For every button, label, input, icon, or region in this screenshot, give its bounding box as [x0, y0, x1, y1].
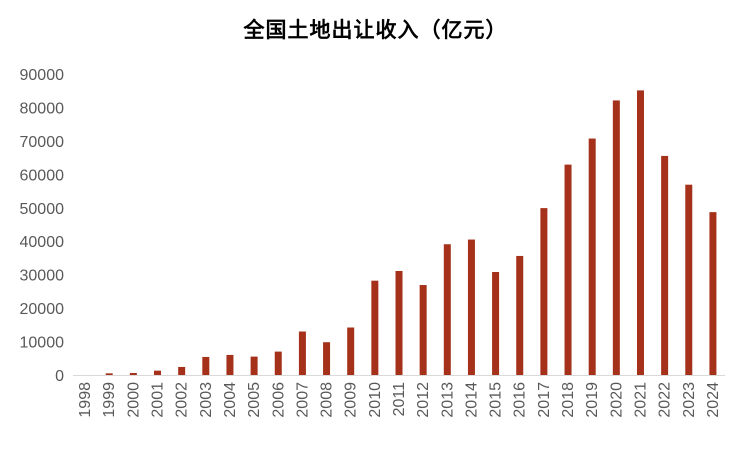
x-tick-label: 2001 — [150, 382, 167, 418]
x-tick-label: 2009 — [343, 382, 360, 418]
bar-2019 — [588, 138, 596, 375]
y-tick-label: 20000 — [20, 301, 65, 318]
bar-2016 — [516, 255, 524, 375]
bar-2015 — [492, 271, 500, 375]
bar-2017 — [540, 208, 548, 375]
x-tick-label: 2000 — [125, 382, 142, 418]
bar-2020 — [612, 100, 620, 376]
chart-title: 全国土地出让收入（亿元） — [243, 17, 508, 42]
y-tick-label: 50000 — [20, 201, 65, 218]
x-tick-label: 2015 — [488, 382, 505, 418]
bar-2011 — [395, 270, 403, 375]
y-tick-label: 80000 — [20, 100, 65, 117]
bar-2010 — [371, 280, 379, 375]
x-tick-label: 2010 — [367, 382, 384, 418]
bar-2008 — [323, 342, 331, 375]
bar-2007 — [298, 331, 306, 375]
x-tick-label: 2012 — [415, 382, 432, 418]
x-tick-label: 2005 — [246, 382, 263, 418]
x-tick-label: 2022 — [657, 382, 674, 418]
y-tick-label: 40000 — [20, 234, 65, 251]
bar-2003 — [202, 356, 210, 375]
y-tick-label: 60000 — [20, 167, 65, 184]
bar-2002 — [178, 366, 186, 375]
x-tick-label: 1998 — [77, 382, 94, 418]
x-tick-label: 2008 — [319, 382, 336, 418]
bars — [105, 90, 717, 376]
y-tick-label: 10000 — [20, 335, 65, 352]
x-tick-label: 2007 — [294, 382, 311, 418]
y-tick-label: 0 — [55, 368, 64, 385]
x-tick-label: 2024 — [705, 382, 722, 418]
bar-2018 — [564, 164, 572, 375]
bar-2021 — [636, 90, 644, 375]
x-tick-label: 2017 — [536, 382, 553, 418]
bar-2005 — [250, 356, 258, 375]
bar-2004 — [226, 354, 234, 375]
x-tick-label: 2016 — [512, 382, 529, 418]
bar-2009 — [347, 327, 355, 375]
bar-2006 — [274, 351, 282, 375]
bar-2013 — [443, 244, 451, 375]
x-tick-label: 2018 — [560, 382, 577, 418]
bar-2024 — [709, 212, 717, 375]
bar-2022 — [661, 155, 669, 375]
x-tick-label: 2006 — [270, 382, 287, 418]
bar-2023 — [685, 184, 693, 375]
x-tick-label: 1999 — [101, 382, 118, 418]
bar-2000 — [129, 372, 137, 375]
x-tick-label: 2023 — [681, 382, 698, 418]
bar-1999 — [105, 373, 113, 375]
y-tick-label: 30000 — [20, 268, 65, 285]
x-tick-label: 2004 — [222, 382, 239, 418]
x-tick-label: 2019 — [584, 382, 601, 418]
x-tick-label: 2003 — [198, 382, 215, 418]
x-tick-label: 2002 — [174, 382, 191, 418]
x-tick-label: 2011 — [391, 382, 408, 417]
bar-2014 — [467, 239, 475, 375]
y-axis-ticks: 0 10000 20000 30000 40000 50000 60000 70000 8000… — [20, 67, 65, 385]
x-tick-label: 2021 — [632, 382, 649, 418]
bar-2001 — [154, 370, 162, 375]
bar-2012 — [419, 285, 427, 375]
x-tick-label: 2013 — [439, 382, 456, 418]
x-tick-label: 2014 — [463, 382, 480, 418]
y-tick-label: 70000 — [20, 134, 65, 151]
x-axis-ticks: 1998 1999 2000 2001 2002 2003 2004 2005 2006 2007… — [77, 382, 722, 418]
x-tick-label: 2020 — [608, 382, 625, 418]
y-tick-label: 90000 — [20, 67, 65, 84]
